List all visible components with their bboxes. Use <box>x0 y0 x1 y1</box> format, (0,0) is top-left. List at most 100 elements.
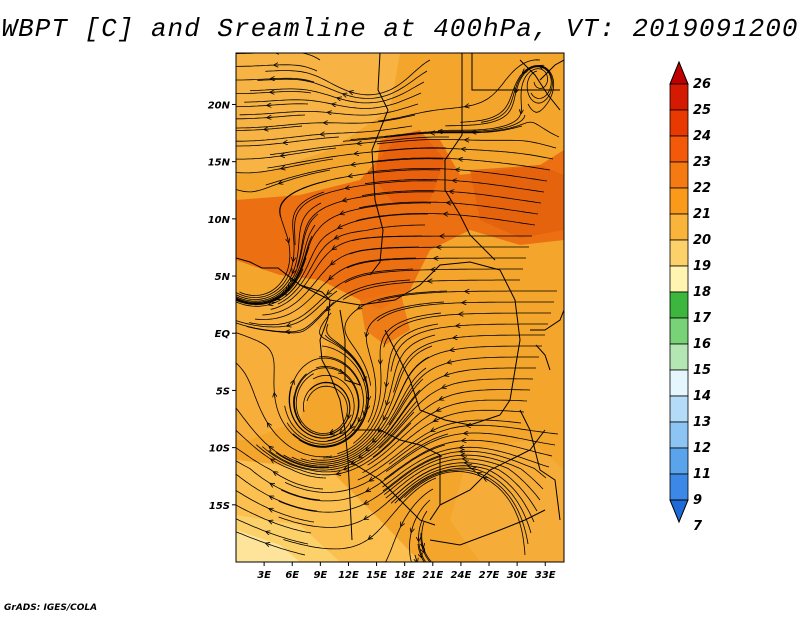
streamline-arrow <box>339 98 343 99</box>
colorbar-label: 20 <box>693 233 711 248</box>
lon-tick-label: 15E <box>366 570 387 581</box>
lon-tick-label: 30E <box>507 570 528 581</box>
colorbar-label: 18 <box>693 285 711 300</box>
streamline-arrow <box>268 532 271 533</box>
colorbar-label: 9 <box>693 493 702 508</box>
streamline-arrow <box>287 237 288 241</box>
streamline-arrow <box>422 542 423 546</box>
streamline-arrow <box>402 522 403 525</box>
colorbar-swatch <box>669 135 689 163</box>
streamline-arrow <box>412 527 413 531</box>
streamline-arrow <box>479 474 482 475</box>
lon-tick-label: 6E <box>285 570 299 581</box>
latitude-axis: 20N 15N 10N 5N EQ 5S 10S 15S <box>208 100 236 512</box>
streamline-arrow <box>366 502 369 503</box>
border-drc <box>384 329 501 426</box>
colorbar-label: 7 <box>693 519 703 534</box>
streamline-arrow <box>384 416 385 419</box>
colorbar-label: 26 <box>693 77 711 92</box>
streamline-arrow <box>359 417 360 420</box>
border-namibia <box>347 459 436 526</box>
streamline-arrow <box>273 300 276 301</box>
streamline-arrow <box>292 382 293 385</box>
border-kenya <box>530 309 564 331</box>
lat-tick-label: EQ <box>215 329 231 340</box>
streamline-arrow <box>447 374 450 375</box>
streamline-arrow <box>366 517 369 519</box>
streamline-arrow <box>541 67 544 68</box>
colorbar-label: 12 <box>693 441 711 456</box>
streamline-arrow <box>350 176 354 177</box>
streamline-arrow <box>345 95 348 96</box>
field-hot-east <box>470 165 564 238</box>
border-egypt <box>471 53 560 91</box>
streamline-arrow <box>287 288 289 290</box>
streamline-arrow <box>422 548 423 551</box>
colorbar-top-arrow <box>669 60 689 85</box>
colorbar-swatch <box>669 161 689 189</box>
colorbar-swatch <box>669 369 689 397</box>
streamline-arrow <box>293 269 294 272</box>
colorbar-swatch <box>669 421 689 449</box>
lon-tick-label: 21E <box>422 570 443 581</box>
streamline-arrow <box>452 350 456 351</box>
lon-tick-label: 24E <box>451 570 472 581</box>
lon-tick-label: 3E <box>257 570 271 581</box>
streamline-arrow <box>271 303 274 304</box>
border-chad-niger <box>369 53 389 276</box>
longitude-axis: 3E 6E 9E 12E 15E 18E 21E 24E 27E 30E 33E <box>257 562 556 581</box>
colorbar-label: 15 <box>693 363 711 378</box>
streamline-arrow <box>374 439 376 441</box>
grads-credit: GrADS: IGES/COLA <box>4 603 98 613</box>
colorbar-label: 13 <box>693 415 711 430</box>
lat-tick-label: 10S <box>209 444 230 455</box>
streamline-arrow <box>416 558 417 561</box>
streamline-arrow <box>361 455 364 457</box>
colorbar-label: 11 <box>693 467 711 482</box>
streamline-arrow <box>330 276 332 278</box>
colorbar-swatch <box>669 83 689 111</box>
streamline-arrow <box>277 297 280 299</box>
streamline-arrow <box>290 283 292 285</box>
streamline-arrow <box>340 226 343 227</box>
streamline-arrow <box>365 410 366 413</box>
lat-tick-label: 20N <box>208 100 231 111</box>
colorbar-swatch <box>669 291 689 319</box>
colorbar-swatch <box>669 187 689 215</box>
coastline-sinai <box>519 59 561 111</box>
lake-victoria <box>535 344 551 371</box>
streamline-arrow <box>341 430 343 432</box>
streamline-arrow <box>348 188 351 189</box>
border-sudan <box>444 53 496 261</box>
streamline-arrow <box>332 431 335 432</box>
colorbar-swatch <box>669 213 689 241</box>
border-congo-gabon <box>339 309 361 386</box>
streamline-arrow <box>349 413 350 417</box>
colorbar-swatch <box>669 395 689 423</box>
border-zambia <box>439 429 546 506</box>
streamline-arrow <box>486 479 489 481</box>
colorbar-label: 17 <box>693 311 712 326</box>
lon-tick-label: 33E <box>535 570 556 581</box>
lon-tick-label: 12E <box>338 570 359 581</box>
streamline-arrow <box>438 409 441 410</box>
streamline-arrow <box>441 398 444 399</box>
wbpt-field <box>236 53 564 562</box>
streamline-arrow <box>368 489 371 490</box>
lat-tick-label: 15N <box>208 158 231 169</box>
map-frame <box>235 52 565 563</box>
streamline-arrow <box>444 386 447 387</box>
streamline-arrow <box>342 213 345 214</box>
streamline-arrow <box>436 419 439 420</box>
streamline-arrow <box>367 404 368 408</box>
streamline-arrow <box>271 497 274 498</box>
field-cool-southeast <box>450 440 564 562</box>
streamline-arrow <box>334 104 337 105</box>
streamline-arrow <box>332 262 334 264</box>
colorbar-label: 21 <box>693 207 711 222</box>
streamline-arrow <box>352 424 354 427</box>
colorbar-swatch <box>669 265 689 293</box>
lat-tick-label: 5S <box>216 386 230 397</box>
colorbar-swatch <box>669 109 689 137</box>
